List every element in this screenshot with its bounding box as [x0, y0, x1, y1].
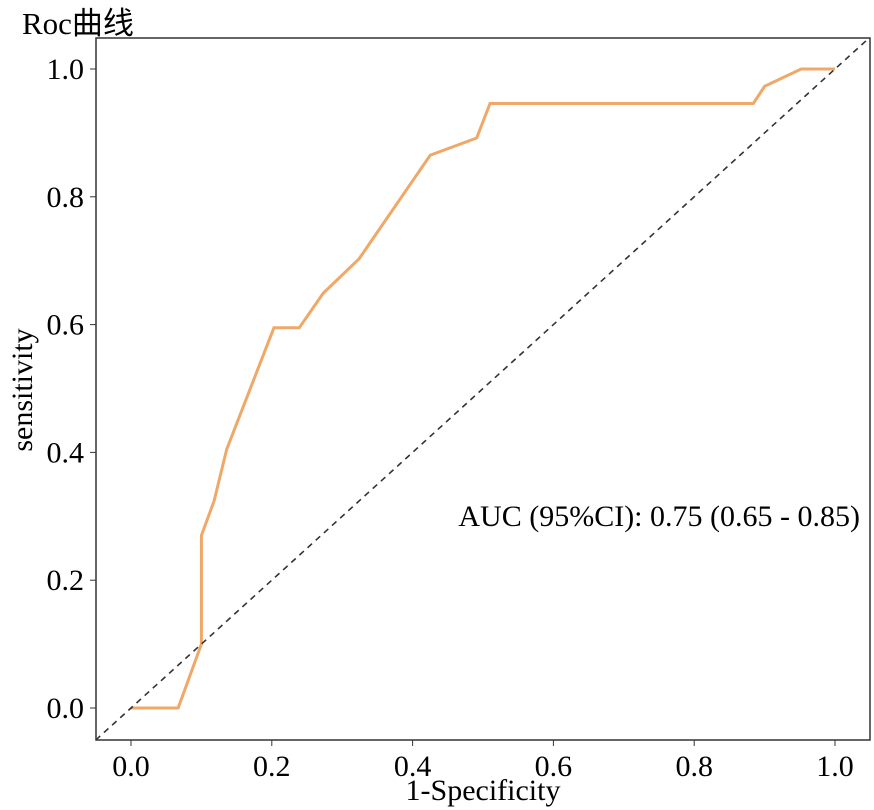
- y-tick-label: 0.8: [47, 181, 85, 214]
- x-tick-label: 0.6: [535, 750, 573, 783]
- y-tick-label: 0.4: [47, 436, 85, 469]
- reference-diagonal: [96, 38, 870, 740]
- y-tick-label: 1.0: [47, 53, 85, 86]
- x-tick-label: 0.0: [112, 750, 150, 783]
- x-tick-label: 1.0: [816, 750, 854, 783]
- y-tick-label: 0.0: [47, 692, 85, 725]
- x-tick-label: 0.8: [675, 750, 713, 783]
- x-tick-label: 0.2: [253, 750, 291, 783]
- chart-title: Roc曲线: [22, 6, 134, 41]
- y-tick-label: 0.2: [47, 564, 85, 597]
- y-axis-label: sensitivity: [6, 328, 39, 451]
- y-tick-label: 0.6: [47, 309, 85, 342]
- roc-curve: [131, 67, 835, 710]
- x-tick-label: 0.4: [394, 750, 432, 783]
- plot-frame: [95, 37, 871, 741]
- x-axis-label: 1-Specificity: [406, 774, 561, 807]
- auc-annotation: AUC (95%CI): 0.75 (0.65 - 0.85): [458, 500, 860, 533]
